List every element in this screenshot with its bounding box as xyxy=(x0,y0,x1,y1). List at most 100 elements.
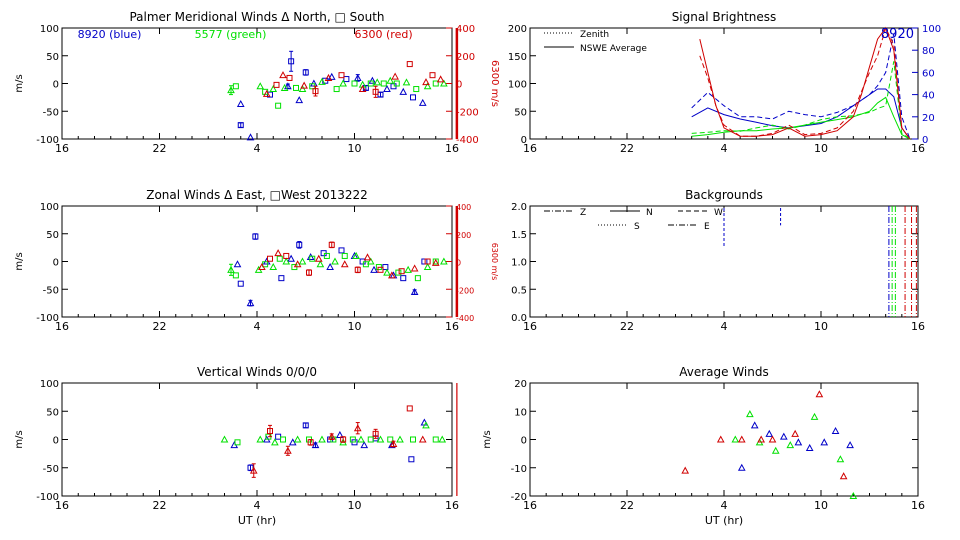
data-point-triangle xyxy=(831,426,840,435)
data-point-square xyxy=(372,88,379,95)
data-point-triangle xyxy=(438,435,447,443)
y-tick-label: 20 xyxy=(514,379,527,390)
plot-frame xyxy=(61,205,453,318)
x-tick-label: 16 xyxy=(523,320,537,333)
x-tick-label: 22 xyxy=(620,320,634,333)
data-point-triangle xyxy=(765,429,774,437)
panel-vertical: Vertical Winds 0/0/016 22 4 10 16-100-500501… xyxy=(14,365,459,527)
data-point-triangle xyxy=(331,257,339,265)
data-point-triangle xyxy=(366,257,375,265)
y2-axis-label: 6300 m/s xyxy=(489,60,500,107)
data-point-square xyxy=(252,233,259,240)
y-tick-label: -20 xyxy=(511,492,527,503)
data-point-square xyxy=(377,266,384,273)
data-point-triangle xyxy=(282,257,291,265)
y-tick-label: 0 xyxy=(53,80,59,91)
data-point-square xyxy=(393,80,400,87)
data-point-triangle xyxy=(262,89,271,97)
x-tick-label: 10 xyxy=(348,142,362,155)
x-tick-label: 4 xyxy=(721,499,728,512)
data-point-triangle xyxy=(810,412,819,420)
data-point-triangle xyxy=(220,435,229,443)
y2-tick-label: -400 xyxy=(456,135,479,146)
x-tick-label: 16 xyxy=(911,499,925,512)
series-line xyxy=(691,61,911,140)
data-point-square xyxy=(414,275,421,282)
y-tick-label: 0.5 xyxy=(511,285,527,296)
data-point-triangle xyxy=(846,441,854,449)
y2-tick-label: 400 xyxy=(456,203,471,212)
data-point-triangle xyxy=(376,435,385,443)
x-tick-label: 4 xyxy=(721,320,728,333)
data-point-triangle xyxy=(318,435,326,443)
panel-meridional: Palmer Meridional Winds Δ North, □ South… xyxy=(14,10,500,155)
data-point-square xyxy=(312,88,319,95)
x-tick-label: 22 xyxy=(153,499,167,512)
data-point-triangle xyxy=(386,76,395,84)
data-point-triangle xyxy=(326,263,334,271)
data-point-triangle xyxy=(306,253,315,261)
data-point-square xyxy=(340,436,347,443)
data-point-square xyxy=(278,275,285,282)
data-point-triangle xyxy=(360,441,369,449)
y2-axis-label: 6300 m/s xyxy=(490,243,499,281)
data-point-triangle xyxy=(274,249,282,257)
data-point-square xyxy=(338,72,345,79)
data-point-triangle xyxy=(768,435,777,443)
data-point-triangle xyxy=(339,79,347,87)
data-point-square xyxy=(380,80,387,87)
data-point-square xyxy=(293,84,299,91)
panel-title: Palmer Meridional Winds Δ North, □ South xyxy=(129,10,384,24)
data-point-triangle xyxy=(399,87,408,95)
data-point-triangle xyxy=(368,76,377,84)
series-line xyxy=(699,26,911,140)
data-point-square xyxy=(413,86,420,93)
panel-title: Backgrounds xyxy=(685,188,763,202)
data-point-square xyxy=(275,102,282,109)
data-point-square xyxy=(328,241,335,248)
data-point-triangle xyxy=(352,251,360,259)
data-point-square xyxy=(234,439,241,446)
legend-label: NSWE Average xyxy=(580,44,647,54)
data-point-square xyxy=(406,405,413,412)
data-point-triangle xyxy=(310,79,318,87)
y-axis-label: m/s xyxy=(14,252,25,270)
x-tick-label: 4 xyxy=(254,142,261,155)
y-tick-label: 100 xyxy=(40,379,59,390)
data-point-triangle xyxy=(436,75,445,83)
data-point-triangle xyxy=(233,260,242,268)
data-point-square xyxy=(267,428,273,435)
y2-tick-label: -200 xyxy=(456,107,479,118)
data-point-square xyxy=(421,258,428,265)
legend-label: Zenith xyxy=(580,30,609,40)
y2-tick-label: 40 xyxy=(922,91,935,102)
data-point-triangle xyxy=(402,78,411,86)
data-point-triangle xyxy=(298,85,307,93)
data-point-triangle xyxy=(316,260,325,268)
legend-label: W xyxy=(714,208,723,218)
y-tick-label: 50 xyxy=(46,230,59,241)
data-point-square xyxy=(237,122,244,129)
data-point-triangle xyxy=(295,96,304,104)
y-tick-label: -100 xyxy=(36,492,59,503)
data-point-square xyxy=(398,268,405,275)
legend-text: 5577 (green) xyxy=(195,28,267,41)
y-tick-label: 100 xyxy=(40,202,59,213)
data-point-triangle xyxy=(287,254,295,262)
data-point-triangle xyxy=(716,435,725,443)
x-tick-label: 16 xyxy=(55,320,69,333)
y-tick-label: 50 xyxy=(46,407,59,418)
data-point-triangle xyxy=(246,133,255,141)
data-point-triangle xyxy=(227,265,235,273)
data-point-triangle xyxy=(418,98,427,106)
data-point-triangle xyxy=(839,472,848,480)
data-point-square xyxy=(307,439,314,446)
y-tick-label: 1.0 xyxy=(511,258,527,269)
y-axis-label: m/s xyxy=(14,74,25,92)
x-tick-label: 16 xyxy=(445,499,459,512)
data-point-triangle xyxy=(311,441,320,449)
data-point-triangle xyxy=(353,424,362,432)
x-axis-label: UT (hr) xyxy=(705,514,743,527)
data-point-triangle xyxy=(757,435,766,443)
